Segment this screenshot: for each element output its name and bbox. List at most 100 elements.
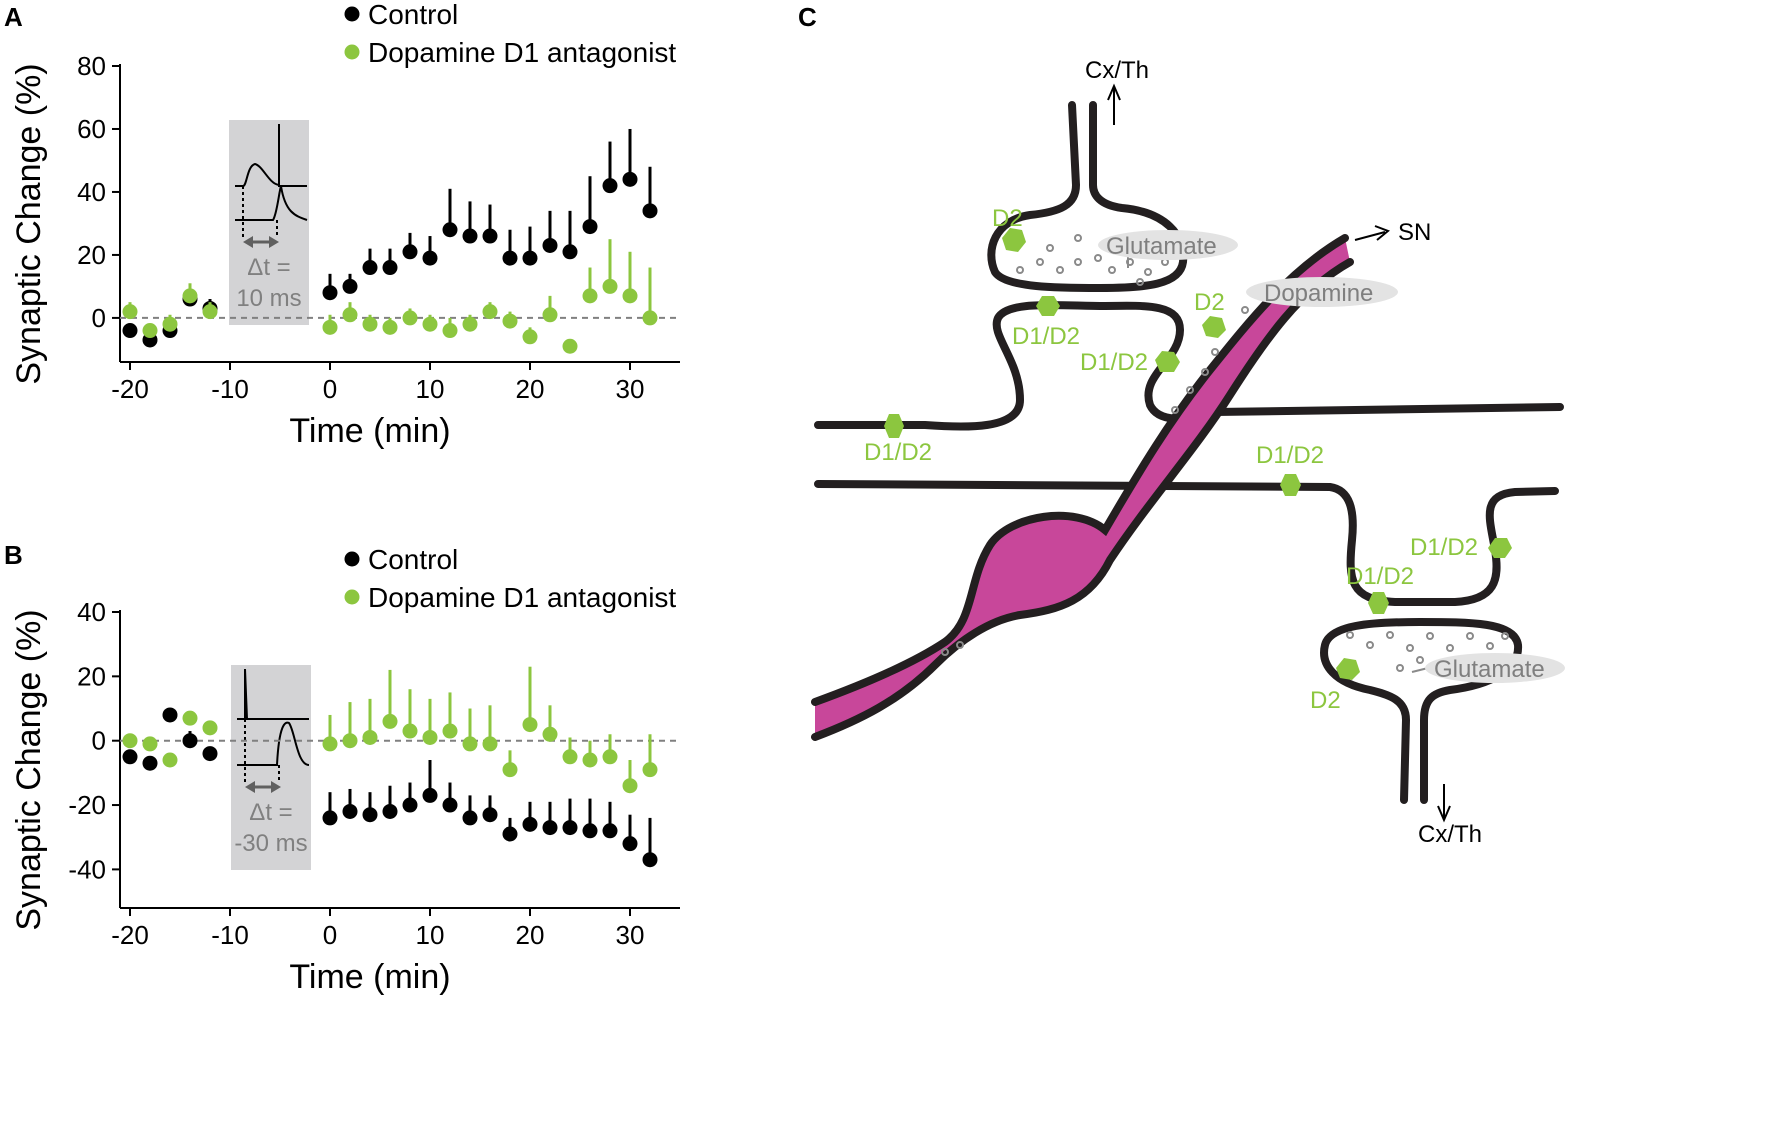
control-point [602, 178, 618, 194]
x-tick-label: 30 [616, 920, 645, 950]
bottom-dendrite [814, 480, 1559, 606]
antagonist-point [422, 316, 438, 332]
antagonist-point [542, 726, 558, 742]
x-tick-label: -20 [111, 374, 149, 404]
x-axis-label: Time (min) [289, 412, 450, 450]
x-tick-label: -20 [111, 920, 149, 950]
y-tick-label: 80 [77, 51, 106, 81]
legend-marker-antagonist [344, 589, 360, 605]
inset-label-line1: Δt = [249, 799, 292, 826]
antagonist-point [142, 323, 158, 339]
glutamate-bottom-label: Glutamate [1434, 656, 1545, 683]
control-point [362, 260, 378, 276]
receptor-d1d2-left [884, 414, 904, 438]
legend-marker-control [344, 551, 360, 567]
x-tick-label: 10 [416, 374, 445, 404]
antagonist-point [322, 736, 338, 752]
control-point [382, 803, 398, 819]
antagonist-point [562, 749, 578, 765]
y-tick-label: 0 [92, 726, 106, 756]
antagonist-point [402, 723, 418, 739]
panel-label-b: B [4, 540, 23, 570]
antagonist-point [502, 313, 518, 329]
vesicles [941, 234, 1509, 672]
antagonist-point [162, 316, 178, 332]
antagonist-point [482, 304, 498, 320]
sn-arrowhead [1374, 225, 1390, 241]
sn-arrow [1354, 231, 1386, 241]
antagonist-point [362, 316, 378, 332]
antagonist-point [622, 778, 638, 794]
antagonist-point [482, 736, 498, 752]
control-point [322, 285, 338, 301]
antagonist-point [442, 723, 458, 739]
control-point [162, 707, 178, 723]
receptor-label-5: D1/D2 [1256, 442, 1324, 469]
x-tick-label: 30 [616, 374, 645, 404]
bottom-arrowhead [1437, 805, 1451, 823]
antagonist-point [522, 329, 538, 345]
chart-panel-b: Δt = -30 ms -40 -20 0 20 40 -20 -10 0 10 20 30 Time (… [10, 544, 680, 996]
receptor-d1d2-axon [1155, 351, 1180, 372]
panel-label-c: C [798, 2, 817, 32]
control-point [382, 260, 398, 276]
control-point [562, 244, 578, 260]
control-point [402, 797, 418, 813]
antagonist-point [122, 733, 138, 749]
inset-label-line1: Δt = [247, 254, 290, 281]
chart-panel-a: Δt = 10 ms 0 20 40 60 80 -20 -10 0 10 20 30 Time (min… [10, 0, 680, 450]
x-tick-label: -10 [211, 374, 249, 404]
antagonist-point [122, 304, 138, 320]
receptor-label-3: D1/D2 [1080, 349, 1148, 376]
inset-label-line2: 10 ms [236, 285, 301, 312]
delay-arrowhead-right [269, 236, 279, 248]
receptor-label-8: D2 [1310, 687, 1341, 714]
antagonist-point [602, 749, 618, 765]
y-tick-label: 40 [77, 597, 106, 627]
antagonist-point [362, 729, 378, 745]
antagonist-point [182, 710, 198, 726]
control-point [622, 836, 638, 852]
control-point [502, 826, 518, 842]
receptor-d1d2-mid [1280, 474, 1301, 496]
receptors [884, 228, 1512, 680]
antagonist-point [602, 278, 618, 294]
receptor-label-2: D2 [1194, 289, 1225, 316]
antagonist-point [522, 717, 538, 733]
receptor-label-1: D1/D2 [1012, 323, 1080, 350]
x-tick-label: 20 [516, 920, 545, 950]
control-point [462, 810, 478, 826]
control-point [362, 807, 378, 823]
top-target-label: Cx/Th [1085, 57, 1149, 84]
antagonist-point [562, 338, 578, 354]
antagonist-point [622, 288, 638, 304]
delay-arrowhead-left [245, 781, 255, 793]
control-point [582, 823, 598, 839]
antagonist-point [382, 319, 398, 335]
control-point [522, 816, 538, 832]
receptor-d1d2-top-center [1036, 296, 1060, 316]
control-point [422, 250, 438, 266]
receptor-d2-axon [1202, 316, 1226, 338]
y-tick-label: 20 [77, 240, 106, 270]
control-point [482, 807, 498, 823]
legend-label-control: Control [368, 0, 458, 30]
antagonist-point [442, 323, 458, 339]
control-point [562, 820, 578, 836]
top-dendrite [814, 301, 1564, 431]
control-point [582, 219, 598, 235]
control-point [502, 250, 518, 266]
antagonist-point [162, 752, 178, 768]
antagonist-point [342, 733, 358, 749]
antagonist-point [642, 310, 658, 326]
x-axis-label: Time (min) [289, 958, 450, 996]
control-point [522, 250, 538, 266]
antagonist-point [142, 736, 158, 752]
control-point [202, 746, 218, 762]
receptor-d1d2-bottom [1368, 592, 1389, 614]
antagonist-point [202, 304, 218, 320]
control-point [422, 787, 438, 803]
control-point [322, 810, 338, 826]
antagonist-point [542, 307, 558, 323]
